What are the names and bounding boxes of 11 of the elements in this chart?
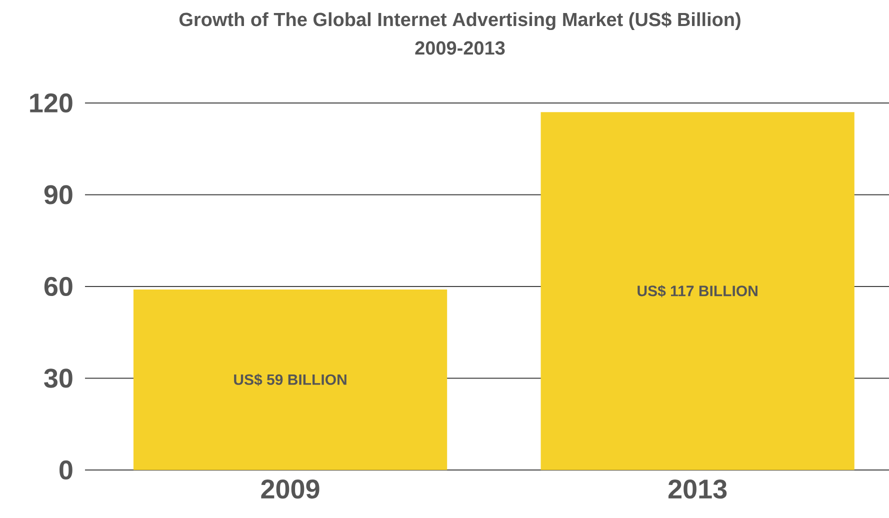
y-tick-label: 90 <box>44 185 72 204</box>
data-label: US$ 59 BILLION <box>234 374 346 386</box>
y-tick-label: 30 <box>44 368 72 388</box>
x-tick-label: 2013 <box>668 480 727 499</box>
x-tick-label: 2009 <box>261 480 320 499</box>
chart-subtitle: 2009-2013 <box>415 41 505 55</box>
data-label: US$ 117 BILLION <box>638 284 758 298</box>
chart-title: Growth of The Global Internet Advertising Market (US$ Billion) <box>179 12 740 30</box>
y-tick-label: 60 <box>44 276 72 296</box>
y-tick-label: 120 <box>30 93 72 113</box>
y-tick-label: 0 <box>60 460 72 480</box>
